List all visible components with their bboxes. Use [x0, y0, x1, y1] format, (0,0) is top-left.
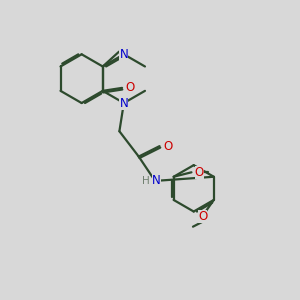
- Text: O: O: [195, 166, 204, 179]
- Text: O: O: [198, 210, 207, 223]
- Text: N: N: [119, 97, 128, 110]
- Text: O: O: [125, 81, 135, 94]
- Text: N: N: [119, 48, 128, 61]
- Text: H: H: [142, 176, 149, 186]
- Text: O: O: [163, 140, 172, 153]
- Text: N: N: [152, 174, 161, 188]
